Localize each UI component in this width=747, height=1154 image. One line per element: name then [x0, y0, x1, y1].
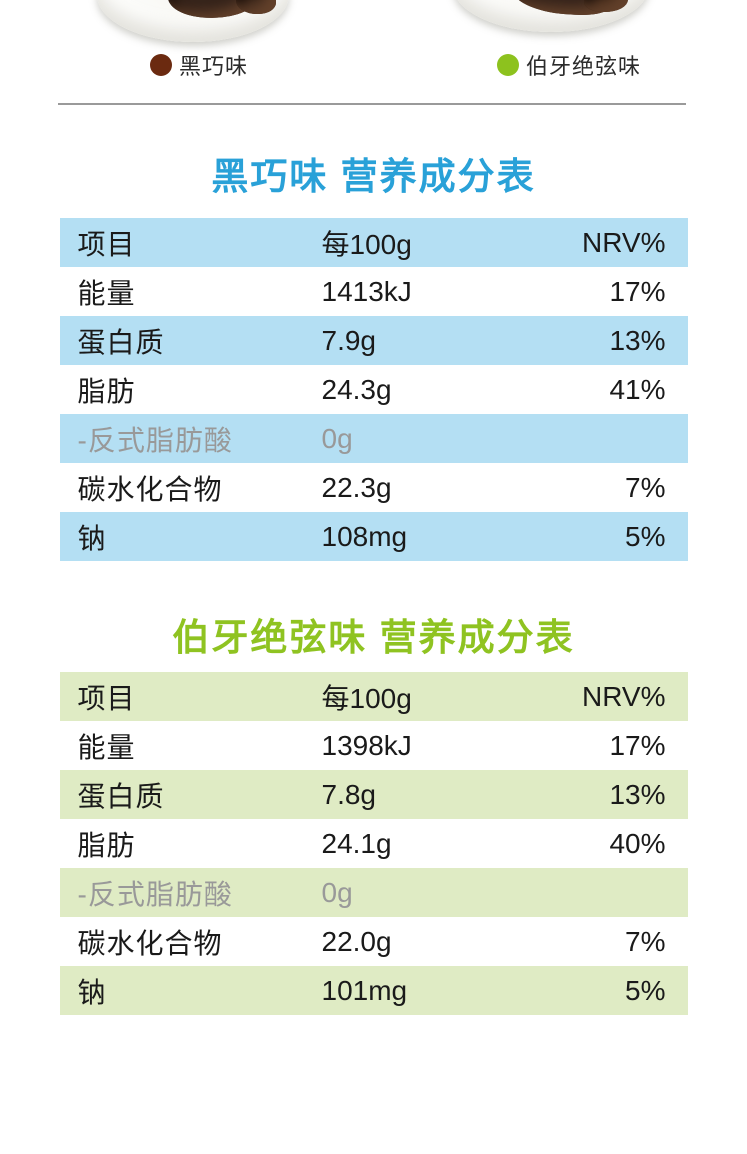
row-nrv: 7%	[625, 471, 666, 503]
row-item: 脂肪	[77, 375, 136, 407]
column-header-item: 项目	[77, 682, 136, 714]
table-row-energy: 能量 1413kJ 17%	[60, 267, 688, 316]
row-value: 24.3g	[321, 373, 392, 405]
nutrition-table: 项目 每100g NRV% 能量 1413kJ 17% 蛋白质 7.9g 13%…	[59, 218, 688, 561]
row-item: -反式脂肪酸	[77, 878, 233, 910]
row-value: 24.1g	[321, 827, 392, 859]
table-row-trans-fat: -反式脂肪酸 0g	[59, 414, 688, 463]
table-row-fat: 脂肪 24.1g 40%	[60, 819, 688, 868]
row-nrv: 5%	[625, 520, 666, 552]
table-row-carbohydrate: 碳水化合物 22.3g 7%	[60, 463, 688, 512]
row-nrv: 17%	[609, 729, 666, 761]
row-value: 7.9g	[321, 324, 377, 356]
column-header-per100g: 每100g	[321, 682, 412, 714]
brown-dot-icon	[150, 54, 172, 76]
flavor-legend-dark-chocolate: 黑巧味	[150, 49, 248, 81]
green-dot-icon	[497, 54, 519, 76]
row-value: 0g	[321, 422, 353, 454]
row-value: 101mg	[321, 974, 408, 1006]
row-item: 蛋白质	[77, 780, 165, 812]
table-row-fat: 脂肪 24.3g 41%	[60, 365, 688, 414]
row-nrv: 41%	[609, 373, 666, 405]
table-header-row: 项目 每100g NRV%	[59, 218, 688, 267]
nutrition-section-boyajuexian: 伯牙绝弦味 营养成分表 项目 每100g NRV% 能量 1398kJ 17% …	[0, 617, 747, 1015]
row-value: 22.0g	[321, 925, 392, 957]
row-item: 碳水化合物	[77, 927, 223, 959]
row-item: 钠	[77, 976, 107, 1008]
row-item: -反式脂肪酸	[77, 424, 233, 456]
row-value: 1413kJ	[321, 275, 412, 307]
table-row-sodium: 钠 101mg 5%	[59, 966, 688, 1015]
row-nrv: 5%	[625, 974, 666, 1006]
product-photo-strip: 黑巧味 伯牙绝弦味	[0, 0, 747, 103]
nutrition-section-dark-chocolate: 黑巧味 营养成分表 项目 每100g NRV% 能量 1413kJ 17% 蛋白…	[0, 156, 747, 561]
flavor-label: 黑巧味	[179, 54, 249, 79]
nutrition-table-title: 伯牙绝弦味 营养成分表	[172, 617, 575, 658]
section-divider	[58, 103, 686, 105]
row-item: 蛋白质	[77, 326, 165, 358]
row-value: 0g	[321, 876, 353, 908]
row-value: 7.8g	[321, 778, 377, 810]
row-item: 能量	[77, 731, 136, 763]
row-nrv: 13%	[609, 324, 666, 356]
row-value: 108mg	[321, 520, 408, 552]
row-item: 能量	[77, 277, 136, 309]
row-item: 钠	[77, 522, 107, 554]
table-row-carbohydrate: 碳水化合物 22.0g 7%	[60, 917, 688, 966]
table-header-row: 项目 每100g NRV%	[59, 672, 688, 721]
chocolate-cluster-image	[236, 0, 276, 14]
flavor-legend-boyajuexian: 伯牙绝弦味	[497, 49, 641, 81]
table-row-trans-fat: -反式脂肪酸 0g	[59, 868, 688, 917]
row-item: 碳水化合物	[77, 473, 223, 505]
column-header-nrv: NRV%	[581, 680, 666, 712]
nutrition-table-title: 黑巧味 营养成分表	[211, 156, 536, 197]
row-nrv: 13%	[609, 778, 666, 810]
table-row-sodium: 钠 108mg 5%	[59, 512, 688, 561]
table-row-protein: 蛋白质 7.8g 13%	[59, 770, 688, 819]
column-header-per100g: 每100g	[321, 228, 412, 260]
row-value: 1398kJ	[321, 729, 412, 761]
nutrition-table: 项目 每100g NRV% 能量 1398kJ 17% 蛋白质 7.8g 13%…	[59, 672, 688, 1015]
column-header-item: 项目	[77, 228, 136, 260]
row-item: 脂肪	[77, 829, 136, 861]
table-row-protein: 蛋白质 7.9g 13%	[59, 316, 688, 365]
row-nrv: 17%	[609, 275, 666, 307]
flavor-label: 伯牙绝弦味	[526, 54, 642, 79]
table-row-energy: 能量 1398kJ 17%	[60, 721, 688, 770]
column-header-nrv: NRV%	[581, 226, 666, 258]
chocolate-cluster-image	[584, 0, 628, 12]
row-nrv: 7%	[625, 925, 666, 957]
row-nrv: 40%	[609, 827, 666, 859]
row-value: 22.3g	[321, 471, 392, 503]
